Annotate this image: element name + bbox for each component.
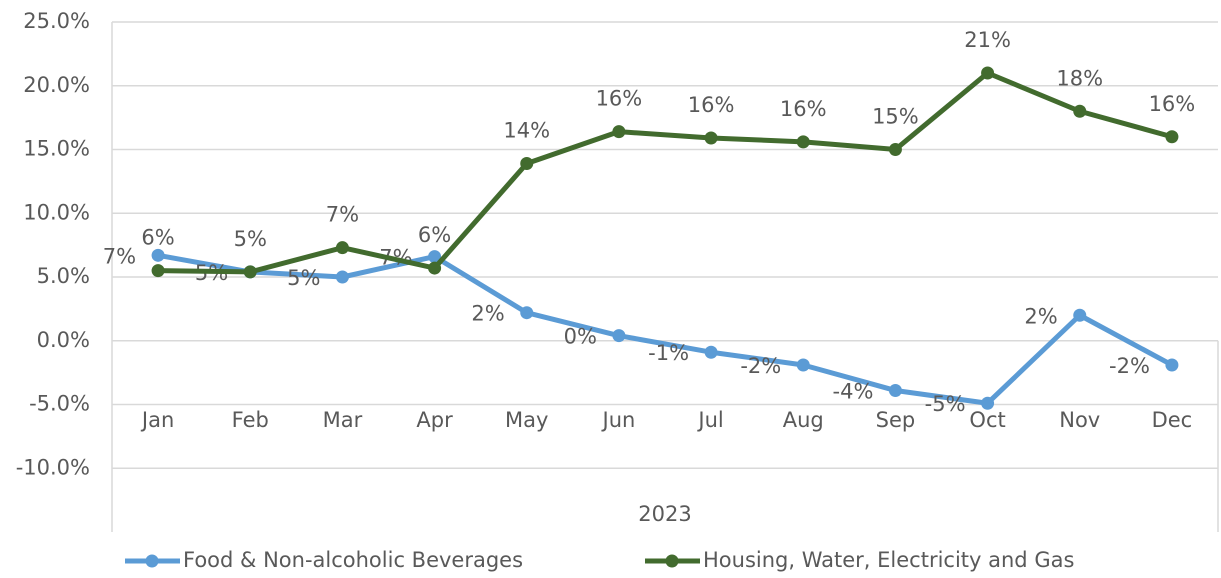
x-tick-label: Jul xyxy=(696,408,723,432)
point xyxy=(151,264,165,278)
data-label: 6% xyxy=(141,226,174,250)
point xyxy=(1073,104,1087,118)
x-tick-label: Sep xyxy=(876,408,916,432)
data-label: 21% xyxy=(964,28,1011,52)
data-label: 6% xyxy=(418,223,451,247)
data-label: 2% xyxy=(471,302,504,326)
data-label: 18% xyxy=(1056,66,1103,90)
point xyxy=(428,261,442,275)
point xyxy=(335,270,349,284)
data-label: -2% xyxy=(1109,354,1150,378)
point xyxy=(612,125,626,139)
data-label: 16% xyxy=(1149,92,1196,116)
x-tick-label: May xyxy=(505,408,548,432)
point xyxy=(796,358,810,372)
legend-label: Food & Non-alcoholic Beverages xyxy=(183,548,523,572)
point xyxy=(704,131,718,145)
data-label: -1% xyxy=(648,341,689,365)
legend-marker xyxy=(145,554,159,568)
data-label: 16% xyxy=(596,87,643,111)
legend-label: Housing, Water, Electricity and Gas xyxy=(703,548,1074,572)
series-line xyxy=(157,252,1174,406)
y-tick-label: 20.0% xyxy=(23,73,90,97)
point xyxy=(981,396,995,410)
x-tick-label: Nov xyxy=(1059,408,1100,432)
point xyxy=(704,345,718,359)
point xyxy=(151,248,165,262)
data-label: -2% xyxy=(740,354,781,378)
x-tick-label: Oct xyxy=(969,408,1005,432)
data-label: 5% xyxy=(234,227,267,251)
point xyxy=(335,241,349,255)
x-axis-label: 2023 xyxy=(638,502,691,526)
point xyxy=(428,250,442,264)
data-label: 7% xyxy=(326,203,359,227)
data-label: 15% xyxy=(872,105,919,129)
y-tick-label: -10.0% xyxy=(16,455,90,479)
x-tick-label: Jun xyxy=(601,408,636,432)
data-label: 16% xyxy=(780,97,827,121)
point xyxy=(1073,308,1087,322)
x-tick-label: Mar xyxy=(323,408,363,432)
data-label: -5% xyxy=(925,392,966,416)
y-tick-label: 5.0% xyxy=(37,264,90,288)
data-label: 14% xyxy=(503,119,550,143)
point xyxy=(796,135,810,149)
legend-marker xyxy=(665,554,679,568)
point xyxy=(520,306,534,320)
x-tick-label: Dec xyxy=(1152,408,1193,432)
y-tick-label: -5.0% xyxy=(29,392,90,416)
x-tick-label: Feb xyxy=(232,408,269,432)
point xyxy=(888,143,902,156)
point xyxy=(981,66,995,80)
data-label: -4% xyxy=(833,379,874,403)
x-tick-label: Aug xyxy=(783,408,824,432)
x-tick-label: Apr xyxy=(416,408,453,432)
data-label: 2% xyxy=(1024,304,1057,328)
data-label: 5% xyxy=(287,266,320,290)
data-label: 16% xyxy=(688,93,735,117)
point xyxy=(1165,130,1179,144)
y-tick-label: 0.0% xyxy=(37,328,90,352)
series-line xyxy=(158,70,1173,275)
data-label: 0% xyxy=(564,325,597,349)
point xyxy=(888,383,902,397)
point xyxy=(612,329,626,343)
y-tick-label: 25.0% xyxy=(23,9,90,33)
y-tick-label: 10.0% xyxy=(23,200,90,224)
point xyxy=(1165,358,1179,372)
data-label: 7% xyxy=(103,244,136,268)
point xyxy=(243,265,257,279)
x-tick-label: Jan xyxy=(140,408,174,432)
y-tick-label: 15.0% xyxy=(23,137,90,161)
point xyxy=(520,157,534,171)
